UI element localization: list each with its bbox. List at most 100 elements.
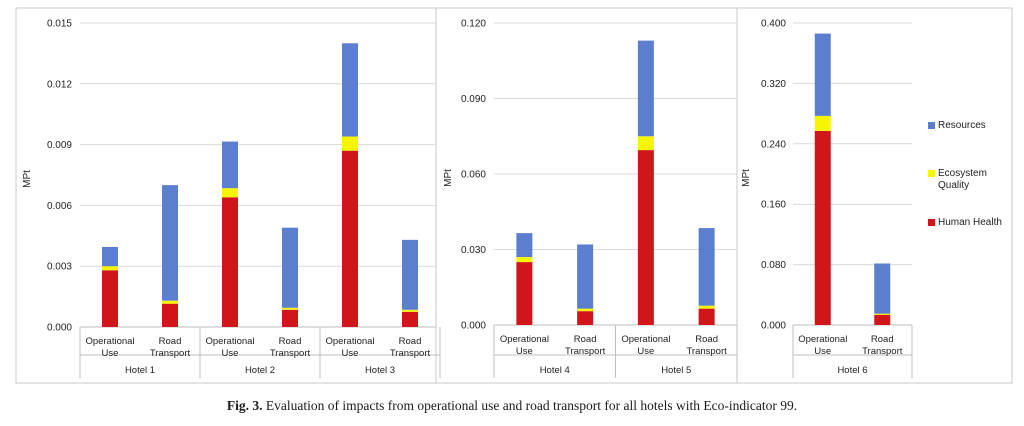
group-label: Hotel 3 xyxy=(365,365,395,376)
bar-segment-ecosystem-quality xyxy=(222,188,238,198)
y-tick-label: 0.060 xyxy=(461,170,486,181)
bar-segment-ecosystem-quality xyxy=(577,308,594,312)
bar-segment-human-health xyxy=(282,309,298,327)
y-axis-label: MPt xyxy=(22,170,33,188)
bar-segment-human-health xyxy=(577,311,594,325)
bar-segment-resources xyxy=(282,227,298,308)
legend-item-human-health: Human Health xyxy=(928,217,1008,229)
y-tick-label: 0.012 xyxy=(47,79,72,90)
x-category-label-line1: Road xyxy=(279,336,302,347)
y-tick-label: 0.006 xyxy=(47,201,72,212)
y-axis-label: MPt xyxy=(443,169,454,187)
y-tick-label: 0.400 xyxy=(761,19,786,30)
x-category-label-line2: Use xyxy=(342,348,359,359)
bar-segment-ecosystem-quality xyxy=(874,313,891,315)
legend-swatch-ecosystem xyxy=(928,170,935,177)
bar-segment-ecosystem-quality xyxy=(162,300,178,304)
group-label: Hotel 6 xyxy=(837,365,867,376)
x-category-label-line2: Transport xyxy=(565,346,606,357)
x-category-label-line2: Use xyxy=(637,346,654,357)
y-tick-label: 0.000 xyxy=(47,323,72,334)
x-category-label-line2: Transport xyxy=(686,346,727,357)
bar-segment-human-health xyxy=(814,130,831,325)
y-tick-label: 0.000 xyxy=(761,321,786,332)
bar-segment-resources xyxy=(698,228,715,306)
x-category-label-line2: Use xyxy=(516,346,533,357)
x-category-label-line2: Use xyxy=(222,348,239,359)
x-category-label-line1: Road xyxy=(871,334,894,345)
y-axis-label: MPt xyxy=(741,169,752,187)
y-tick-label: 0.160 xyxy=(761,200,786,211)
bar-segment-human-health xyxy=(698,308,715,325)
group-label: Hotel 2 xyxy=(245,365,275,376)
bar-segment-ecosystem-quality xyxy=(698,305,715,309)
x-category-label-line1: Road xyxy=(695,334,718,345)
caption-label: Fig. 3. xyxy=(226,398,263,413)
bar-segment-resources xyxy=(402,239,418,310)
bar-segment-human-health xyxy=(222,197,238,327)
x-category-label-line1: Operational xyxy=(325,336,374,347)
bar-segment-human-health xyxy=(102,270,118,327)
x-category-label-line1: Road xyxy=(399,336,422,347)
legend-swatch-human-health xyxy=(928,219,935,226)
legend-label-human-health: Human Health xyxy=(938,217,1002,228)
y-tick-label: 0.080 xyxy=(761,260,786,271)
bar-segment-human-health xyxy=(402,311,418,327)
x-category-label-line1: Operational xyxy=(85,336,134,347)
x-category-label-line1: Operational xyxy=(500,334,549,345)
x-category-label-line2: Transport xyxy=(270,348,311,359)
bar-segment-ecosystem-quality xyxy=(282,307,298,310)
bar-segment-resources xyxy=(102,246,118,267)
bar-segment-ecosystem-quality xyxy=(102,266,118,271)
x-category-label-line1: Road xyxy=(574,334,597,345)
bar-segment-resources xyxy=(577,244,594,309)
bar-segment-resources xyxy=(814,33,831,116)
legend-item-resources: Resources xyxy=(928,120,1008,132)
group-label: Hotel 1 xyxy=(125,365,155,376)
caption-text: Evaluation of impacts from operational u… xyxy=(265,398,798,413)
legend-swatch-resources xyxy=(928,122,935,129)
bar-segment-resources xyxy=(637,40,654,137)
bar-segment-ecosystem-quality xyxy=(637,136,654,151)
x-category-label-line2: Transport xyxy=(390,348,431,359)
x-category-label-line1: Operational xyxy=(621,334,670,345)
x-category-label-line2: Transport xyxy=(150,348,191,359)
bar-segment-human-health xyxy=(342,150,358,327)
legend-item-ecosystem: Ecosystem Quality xyxy=(928,168,1008,192)
bar-segment-human-health xyxy=(162,303,178,327)
bar-segment-resources xyxy=(516,233,533,258)
bar-segment-ecosystem-quality xyxy=(342,136,358,151)
y-tick-label: 0.120 xyxy=(461,19,486,30)
bar-segment-human-health xyxy=(516,262,533,325)
y-tick-label: 0.015 xyxy=(47,19,72,30)
bar-segment-human-health xyxy=(637,150,654,325)
y-tick-label: 0.003 xyxy=(47,262,72,273)
x-category-label-line2: Transport xyxy=(862,346,903,357)
y-tick-label: 0.090 xyxy=(461,94,486,105)
legend-label-ecosystem: Ecosystem Quality xyxy=(938,168,987,191)
group-label: Hotel 5 xyxy=(661,365,691,376)
legend-label-resources: Resources xyxy=(938,120,986,131)
bar-segment-ecosystem-quality xyxy=(814,115,831,131)
charts-svg: 0.000 0.003 0.006 0.009 0.012 0.015 MPt Operati… xyxy=(15,7,1013,384)
group-label: Hotel 4 xyxy=(540,365,570,376)
y-tick-label: 0.320 xyxy=(761,79,786,90)
x-category-label-line2: Use xyxy=(102,348,119,359)
figure-caption: Fig. 3. Evaluation of impacts from opera… xyxy=(0,398,1024,414)
x-category-label-line1: Operational xyxy=(205,336,254,347)
bar-segment-ecosystem-quality xyxy=(402,309,418,312)
bar-segment-resources xyxy=(162,185,178,301)
bar-segment-resources xyxy=(342,43,358,137)
bar-segment-resources xyxy=(874,263,891,314)
panel-frame-3 xyxy=(736,7,1013,384)
x-category-label-line1: Operational xyxy=(798,334,847,345)
x-category-label-line2: Use xyxy=(814,346,831,357)
x-category-label-line1: Road xyxy=(159,336,182,347)
bar-segment-human-health xyxy=(874,314,891,325)
y-tick-label: 0.240 xyxy=(761,139,786,150)
bar-segment-resources xyxy=(222,141,238,189)
y-tick-label: 0.000 xyxy=(461,321,486,332)
bar-segment-ecosystem-quality xyxy=(516,257,533,263)
y-tick-label: 0.009 xyxy=(47,140,72,151)
